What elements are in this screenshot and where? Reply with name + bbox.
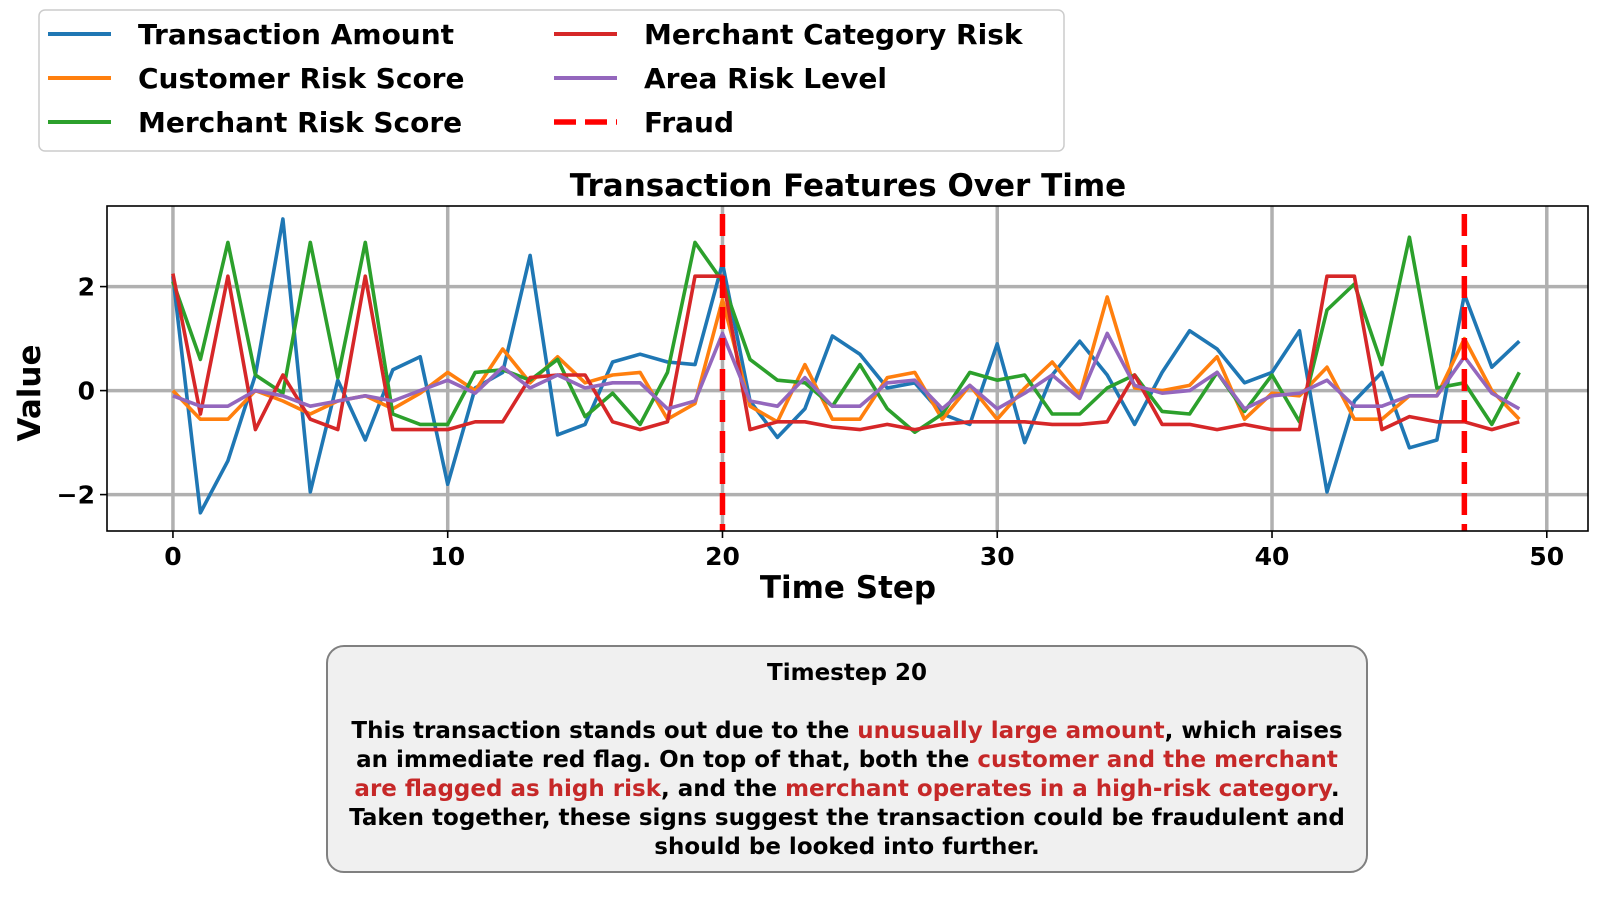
- x-tick-label-30: 30: [980, 542, 1015, 571]
- series-line-merchant-risk-score: [171, 235, 1521, 435]
- y-tick-label-1: 0: [78, 377, 95, 406]
- legend-label-merchant-risk-score: Merchant Risk Score: [138, 106, 462, 139]
- y-axis-label: Value: [12, 345, 48, 442]
- y-tick-label-2: 2: [78, 273, 95, 302]
- legend: Transaction Amount Customer Risk Score Mer…: [38, 9, 1065, 152]
- annotation-text: . Taken together, these signs suggest th…: [349, 776, 1345, 860]
- chart-title: Transaction Features Over Time: [570, 168, 1126, 204]
- annotation-title: Timestep 20: [767, 660, 927, 686]
- annotation-text: This transaction stands out due to the: [351, 718, 858, 744]
- plot-area: 0 10 20 30 40 50 −2 0 2: [57, 205, 1589, 571]
- x-tick-label-20: 20: [705, 542, 740, 571]
- chart-figure: Transaction Amount Customer Risk Score Mer…: [12, 9, 1589, 606]
- x-axis-label: Time Step: [760, 570, 936, 606]
- legend-frame: [38, 9, 1065, 152]
- legend-label-transaction-amount: Transaction Amount: [138, 18, 454, 51]
- annotation-text: , which raises an immediate red flag. On…: [356, 718, 1343, 773]
- annotation-highlight: unusually large amount: [857, 718, 1165, 744]
- annotation-body: This transaction stands out due to the u…: [346, 717, 1348, 862]
- annotation-box: Timestep 20 This transaction stands out …: [326, 645, 1368, 873]
- legend-label-area-risk-level: Area Risk Level: [644, 62, 887, 95]
- annotation-text: , and the: [661, 776, 786, 802]
- legend-label-fraud: Fraud: [644, 106, 734, 139]
- x-tick-label-50: 50: [1529, 542, 1564, 571]
- series-line-area-risk-level: [172, 331, 1521, 411]
- annotation-highlight: merchant operates in a high-risk categor…: [785, 776, 1331, 802]
- x-tick-label-10: 10: [430, 542, 465, 571]
- x-tick-label-40: 40: [1255, 542, 1290, 571]
- series-line-customer-risk-score: [171, 295, 1521, 424]
- legend-label-merchant-category-risk: Merchant Category Risk: [644, 18, 1024, 51]
- x-tick-label-0: 0: [164, 542, 181, 571]
- annotation-highlight: customer and the merchant are flagged as…: [354, 747, 1338, 802]
- series-line-merchant-category-risk: [171, 273, 1520, 432]
- y-tick-label-0: −2: [57, 481, 95, 510]
- plot-frame: [106, 205, 1589, 532]
- legend-label-customer-risk-score: Customer Risk Score: [138, 62, 464, 95]
- series-line-transaction-amount: [171, 217, 1521, 515]
